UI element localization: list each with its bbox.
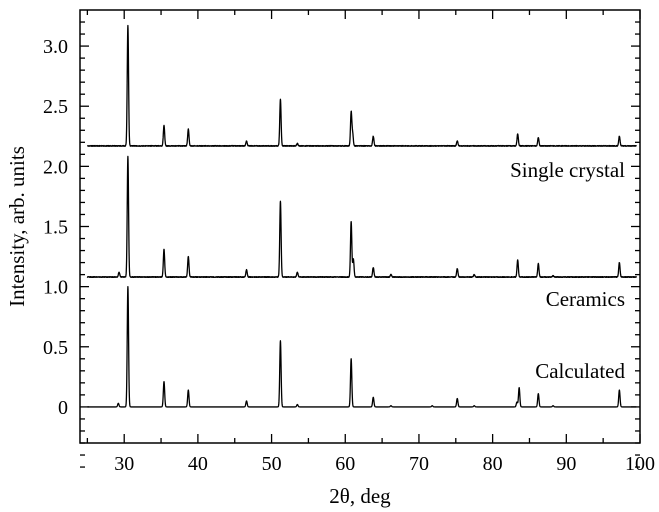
series-single-crystal-line: [86, 24, 637, 147]
x-tick-label: 70: [409, 453, 429, 475]
x-ticks: 30 40 50 60 70 80 90 100: [86, 10, 655, 475]
series-label-calculated: Calculated: [535, 359, 625, 383]
plot-frame: [79, 9, 641, 444]
y-tick-label: 2.5: [43, 96, 68, 118]
y-axis-title: Intensity, arb. units: [5, 146, 29, 307]
x-tick-label: 60: [335, 453, 355, 475]
x-tick-label: 30: [114, 453, 134, 475]
series-labels: Calculated Ceramics Single crystal: [510, 158, 625, 383]
y-tick-label: 3.0: [43, 36, 68, 58]
series-label-ceramics: Ceramics: [546, 287, 625, 311]
series-label-single-crystal: Single crystal: [510, 158, 625, 182]
y-tick-label: 0.5: [43, 337, 68, 359]
series-ceramics-line: [86, 155, 637, 279]
x-axis-title: 2θ, deg: [329, 484, 391, 508]
y-tick-label: 1.0: [43, 277, 68, 299]
y-ticks: 0 0.5 1.0 1.5 2.0 2.5 3.0: [43, 21, 640, 468]
x-tick-label: 100: [625, 453, 655, 475]
series-layer: [86, 24, 637, 408]
x-tick-label: 40: [188, 453, 208, 475]
series-calculated-line: [86, 285, 637, 408]
y-tick-label: 0: [58, 397, 68, 419]
x-tick-label: 50: [262, 453, 282, 475]
x-tick-label: 90: [556, 453, 576, 475]
x-tick-label: 80: [483, 453, 503, 475]
y-tick-label: 2.0: [43, 156, 68, 178]
y-tick-label: 1.5: [43, 217, 68, 239]
